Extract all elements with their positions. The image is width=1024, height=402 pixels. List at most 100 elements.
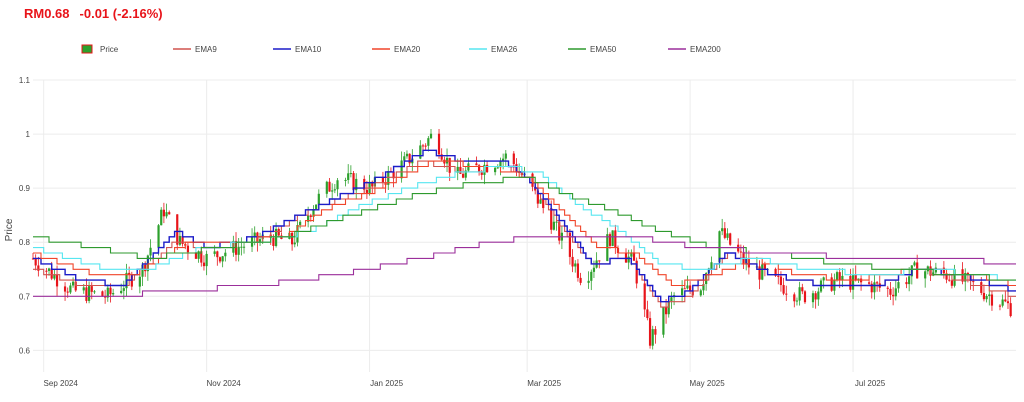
candle-body — [942, 267, 945, 274]
y-axis-label: Price — [4, 218, 15, 241]
candle-body — [552, 221, 555, 230]
legend[interactable]: Price EMA9 EMA10 EMA20 EMA26 EMA50 EMA200 — [81, 44, 721, 54]
candle-body — [178, 235, 182, 245]
candle-body — [461, 173, 465, 178]
candle-body — [662, 307, 665, 335]
legend-item-ema50[interactable]: EMA50 — [568, 45, 617, 54]
candle-body — [456, 166, 459, 173]
last-price: RM0.68 — [24, 6, 70, 21]
candle-body — [403, 156, 406, 161]
candle-body — [37, 265, 40, 271]
candle-body — [240, 246, 243, 248]
legend-label: EMA26 — [491, 45, 518, 54]
candle-body — [336, 180, 339, 190]
candle-body — [502, 158, 505, 161]
candle-body — [729, 233, 732, 245]
candle-body — [331, 190, 334, 192]
candle-body — [475, 163, 478, 166]
y-tick-label: 0.7 — [19, 292, 31, 301]
candle-body — [892, 294, 895, 297]
candle-body — [459, 166, 462, 174]
candle-body — [627, 256, 630, 263]
candle-body — [109, 287, 112, 295]
candle-body — [307, 215, 310, 222]
candle-body — [421, 145, 425, 147]
candle-body — [801, 287, 804, 292]
candle-body — [387, 171, 390, 185]
candle-body — [120, 290, 123, 294]
candle-body — [592, 267, 596, 272]
candle-body — [742, 251, 745, 264]
candle-body — [571, 256, 574, 267]
candle-body — [841, 275, 844, 281]
candle-body — [141, 264, 144, 277]
legend-item-price[interactable]: Price — [81, 44, 119, 54]
candle-body — [948, 279, 951, 281]
candle-body — [1006, 301, 1010, 304]
candle-body — [186, 245, 190, 253]
candle-body — [889, 288, 892, 295]
legend-item-ema200[interactable]: EMA200 — [668, 45, 721, 54]
legend-label: EMA200 — [690, 45, 721, 54]
candle-body — [980, 282, 983, 293]
candle-body — [897, 282, 900, 289]
candle-body — [803, 291, 807, 303]
y-tick-label: 0.6 — [19, 346, 31, 355]
ema-line-ema50 — [33, 176, 1016, 281]
candle-body — [550, 208, 553, 230]
candle-body — [371, 181, 374, 187]
candle-body — [237, 246, 240, 255]
legend-item-ema9[interactable]: EMA9 — [173, 45, 217, 54]
candle-body — [157, 225, 160, 248]
candle-body — [739, 251, 742, 253]
candle-body — [205, 253, 208, 267]
candle-body — [149, 247, 152, 256]
candle-body — [814, 293, 817, 300]
legend-label: EMA20 — [394, 45, 421, 54]
y-tick-label: 0.8 — [19, 238, 31, 247]
ema-lines — [33, 149, 1016, 308]
candle-body — [598, 260, 601, 262]
candle-body — [817, 291, 820, 300]
x-axis: Sep 2024 Nov 2024 Jan 2025 Mar 2025 May 2025… — [44, 379, 886, 388]
candle-body — [437, 133, 441, 155]
legend-swatch-price — [81, 44, 93, 54]
candle-body — [851, 274, 855, 290]
candle-body — [608, 234, 612, 246]
candle-body — [988, 294, 991, 297]
candle-body — [293, 242, 296, 245]
candle-body — [328, 181, 331, 192]
candle-body — [218, 257, 222, 262]
legend-item-ema26[interactable]: EMA26 — [469, 45, 518, 54]
legend-item-ema10[interactable]: EMA10 — [273, 45, 322, 54]
candle-body — [160, 209, 163, 226]
candle-body — [112, 293, 115, 295]
candle-body — [486, 164, 489, 173]
candle-body — [1009, 303, 1012, 317]
candle-body — [480, 172, 483, 175]
candle-body — [894, 288, 897, 297]
candle-body — [499, 160, 502, 168]
candle-body — [699, 290, 702, 296]
candle-body — [916, 262, 919, 279]
candle-body — [689, 285, 692, 291]
candle-body — [221, 256, 224, 262]
candle-body — [504, 153, 507, 159]
candle-body — [381, 177, 385, 183]
candle-body — [82, 287, 85, 291]
candle-body — [424, 145, 427, 147]
price-change: -0.01 (-2.16%) — [79, 6, 163, 21]
candle-body — [168, 212, 171, 215]
candle-body — [785, 293, 788, 295]
candle-body — [333, 189, 336, 191]
candle-body — [908, 276, 911, 285]
candle-body — [242, 246, 246, 248]
candle-body — [309, 215, 312, 217]
candle-body — [542, 199, 545, 209]
candle-body — [579, 277, 582, 283]
candle-body — [440, 154, 443, 160]
legend-item-ema20[interactable]: EMA20 — [372, 45, 421, 54]
x-tick-label: Sep 2024 — [44, 379, 79, 388]
candle-body — [365, 189, 368, 193]
